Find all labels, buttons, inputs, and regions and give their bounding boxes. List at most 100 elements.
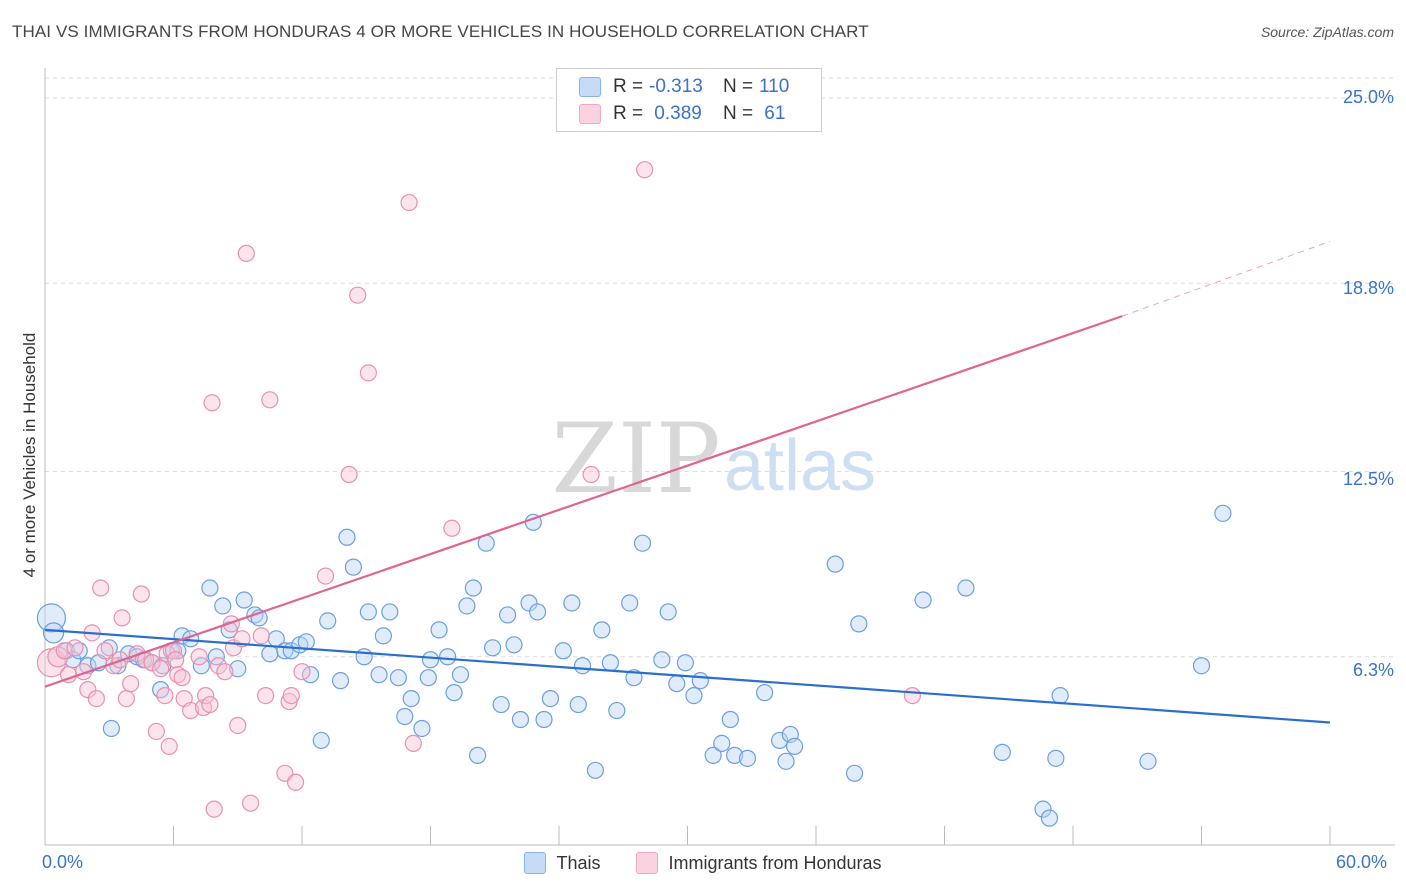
thais-point-44 [374, 627, 392, 645]
legend-label-thais: Thais [556, 852, 601, 873]
thais-point-63 [505, 636, 523, 654]
thais-point-52 [430, 621, 448, 639]
y-tick-label-6-3: 6.3% [1352, 660, 1394, 680]
thais-point-84 [676, 654, 694, 672]
thais-point-34 [297, 633, 315, 651]
honduras-point-62 [903, 686, 921, 705]
honduras-point-47 [261, 391, 279, 409]
source-label: Source: ZipAtlas.com [1260, 24, 1394, 40]
thais-point-42 [359, 603, 377, 621]
thais-point-70 [554, 642, 572, 660]
thais-point-89 [721, 710, 739, 729]
honduras-trend-extension [1122, 240, 1331, 317]
honduras-points [36, 161, 921, 818]
honduras-point-9 [92, 579, 110, 597]
thais-point-29 [261, 645, 279, 663]
honduras-point-21 [152, 660, 170, 678]
thais-point-83 [668, 675, 686, 693]
honduras-point-37 [209, 657, 228, 675]
honduras-point-13 [113, 609, 131, 627]
honduras-trend-line [44, 315, 1123, 688]
thais-point-86 [691, 672, 709, 690]
thais-point-65 [520, 594, 538, 612]
watermark-zip: ZIP [551, 403, 720, 515]
thais-point-49 [413, 719, 431, 738]
honduras-point-33 [197, 686, 215, 705]
thais-point-48 [402, 689, 420, 708]
legend-n-label: N = [723, 76, 754, 97]
honduras-point-14 [117, 689, 135, 708]
thais-point-109 [1214, 504, 1232, 522]
legend-swatch-thais [524, 852, 547, 874]
stats-legend: R = -0.313 N = 110 R = 0.389 N = 61 [556, 68, 822, 132]
honduras-point-36 [205, 800, 223, 818]
legend-n-value: 61 [759, 103, 786, 124]
thais-point-73 [573, 657, 592, 675]
thais-point-69 [541, 689, 560, 708]
honduras-point-57 [400, 193, 418, 212]
thais-point-39 [338, 528, 356, 546]
honduras-point-19 [143, 654, 161, 672]
thais-point-81 [653, 651, 671, 669]
thais-point-21 [201, 579, 219, 597]
honduras-point-30 [182, 701, 200, 720]
thais-point-57 [464, 579, 482, 597]
thais-point-88 [713, 734, 731, 753]
honduras-point-31 [190, 648, 208, 666]
honduras-point-44 [242, 794, 260, 812]
thais-point-92 [755, 684, 774, 702]
honduras-point-8 [87, 689, 106, 708]
thais-point-67 [528, 603, 547, 621]
honduras-point-41 [229, 716, 247, 735]
thais-point-72 [569, 695, 587, 714]
thais-point-51 [421, 651, 440, 669]
thais-point-97 [826, 555, 844, 573]
thais-point-64 [511, 710, 530, 729]
thais-point-61 [492, 695, 510, 714]
legend-swatch-honduras [636, 852, 659, 874]
thais-point-90 [726, 746, 744, 764]
y-tick-label-18-8: 18.8% [1342, 278, 1394, 298]
legend-r-label: R = [613, 76, 644, 97]
honduras-point-53 [316, 567, 335, 585]
thais-point-100 [914, 591, 932, 609]
thais-point-99 [850, 615, 868, 633]
thais-point-93 [770, 731, 789, 750]
honduras-point-51 [286, 773, 305, 791]
thais-point-53 [439, 648, 457, 666]
legend-swatch-thais [579, 77, 601, 97]
thais-point-78 [621, 594, 639, 612]
x-tick-label-max: 60.0% [1336, 852, 1388, 872]
thais-point-85 [685, 686, 703, 705]
honduras-point-61 [636, 161, 654, 179]
thais-point-80 [633, 534, 652, 552]
grid [45, 77, 1395, 658]
thais-points [36, 504, 1232, 827]
thais-point-102 [993, 743, 1011, 761]
thais-point-47 [396, 707, 414, 726]
legend-item-honduras: Immigrants from Honduras [636, 852, 882, 874]
honduras-point-10 [96, 642, 114, 660]
thais-point-8 [102, 719, 120, 738]
honduras-point-16 [128, 645, 146, 663]
thais-point-43 [370, 666, 388, 684]
thais-point-1 [42, 622, 65, 644]
legend-r-label: R = [613, 103, 644, 124]
y-tick-label-12-5: 12.5% [1342, 469, 1394, 489]
x-tick-label-min: 0.0% [42, 852, 84, 872]
honduras-point-15 [122, 675, 140, 693]
thais-point-71 [563, 594, 581, 612]
series-legend: Thais Immigrants from Honduras [0, 852, 1406, 874]
thais-point-45 [381, 603, 399, 621]
honduras-point-60 [582, 465, 600, 484]
legend-label-honduras: Immigrants from Honduras [668, 852, 882, 873]
thais-point-54 [445, 684, 463, 702]
honduras-point-50 [282, 686, 300, 705]
thais-point-60 [484, 639, 502, 657]
thais-point-46 [389, 669, 407, 687]
legend-n-value: 110 [759, 76, 790, 97]
honduras-point-54 [340, 465, 358, 484]
thais-point-91 [738, 749, 757, 767]
chart-title: THAI VS IMMIGRANTS FROM HONDURAS 4 OR MO… [12, 22, 869, 41]
thais-point-94 [777, 752, 795, 770]
